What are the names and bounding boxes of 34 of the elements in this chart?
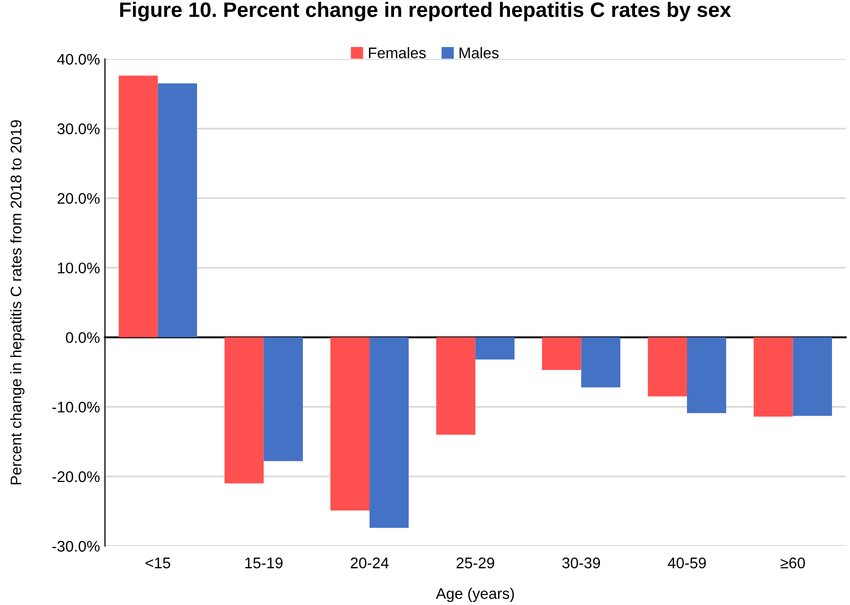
- x-tick-label: 20-24: [350, 558, 389, 568]
- y-tick-label: 0.0%: [66, 332, 100, 343]
- x-tick-label: 30-39: [562, 558, 600, 568]
- bar: [224, 337, 264, 484]
- bar: [158, 83, 198, 338]
- x-tick-label: <15: [146, 558, 170, 568]
- x-tick-label: 25-29: [456, 558, 494, 568]
- y-tick-label: 40.0%: [57, 54, 100, 65]
- bar: [475, 337, 515, 360]
- bar: [648, 337, 688, 396]
- bar: [118, 76, 158, 338]
- bar: [687, 337, 726, 414]
- chart-title: Figure 10. Percent change in reported hepatitis C rates by sex: [120, 2, 732, 22]
- y-tick-label: 30.0%: [57, 123, 100, 134]
- bar: [264, 337, 303, 462]
- x-tick-label: ≥60: [780, 558, 805, 568]
- bar: [581, 337, 620, 388]
- x-tick-label: 40-59: [668, 558, 706, 568]
- bar: [754, 337, 793, 417]
- bar: [542, 337, 582, 370]
- x-axis-title: Age (years): [436, 588, 514, 602]
- bar: [792, 337, 832, 416]
- bar: [330, 337, 370, 511]
- legend-label: Males: [460, 47, 499, 58]
- bar: [436, 337, 476, 435]
- y-tick-label: -20.0%: [52, 471, 100, 482]
- legend-label: Females: [368, 47, 426, 58]
- bar: [370, 337, 409, 528]
- x-tick-label: 15-19: [245, 558, 283, 568]
- y-tick-label: -30.0%: [52, 540, 100, 552]
- y-tick-label: 10.0%: [58, 262, 100, 274]
- y-tick-label: -10.0%: [52, 402, 100, 413]
- y-tick-label: 20.0%: [58, 193, 100, 204]
- y-axis-title: Percent change in hepatitis C rates from 2018 to 2019: [10, 120, 24, 484]
